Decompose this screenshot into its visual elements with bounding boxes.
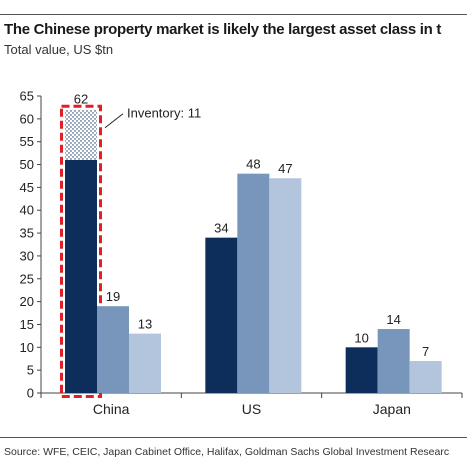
bar bbox=[97, 306, 129, 393]
data-label: 10 bbox=[354, 330, 368, 345]
data-label: 48 bbox=[246, 157, 260, 172]
highlight-box bbox=[60, 104, 102, 398]
data-label: 19 bbox=[106, 289, 120, 304]
data-label: 7 bbox=[422, 344, 429, 359]
y-tick-label: 20 bbox=[20, 294, 34, 309]
y-tick-label: 65 bbox=[20, 89, 34, 104]
y-tick-label: 30 bbox=[20, 248, 34, 263]
chart-title: The Chinese property market is likely th… bbox=[4, 21, 442, 38]
y-tick-label: 25 bbox=[20, 271, 34, 286]
data-label: 34 bbox=[214, 221, 228, 236]
data-label: 62 bbox=[74, 92, 88, 107]
annotation-inventory: Inventory: 11 bbox=[127, 106, 201, 121]
data-label: 13 bbox=[138, 317, 152, 332]
data-label: 14 bbox=[386, 312, 400, 327]
y-tick-label: 10 bbox=[20, 340, 34, 355]
y-tick-label: 40 bbox=[20, 203, 34, 218]
y-tick-label: 60 bbox=[20, 111, 34, 126]
y-tick-label: 50 bbox=[20, 157, 34, 172]
y-tick-label: 55 bbox=[20, 134, 34, 149]
y-tick-label: 35 bbox=[20, 226, 34, 241]
bar bbox=[269, 178, 302, 393]
bar bbox=[377, 329, 410, 393]
bar bbox=[129, 333, 161, 393]
x-category-label: Japan bbox=[373, 401, 411, 417]
bottom-rule bbox=[0, 437, 467, 438]
y-tick-label: 5 bbox=[27, 363, 34, 378]
chart-subtitle: Total value, US $tn bbox=[4, 42, 114, 57]
bar bbox=[409, 361, 442, 393]
bar bbox=[65, 159, 97, 393]
bar-inventory-segment bbox=[65, 109, 97, 160]
y-tick-label: 45 bbox=[20, 180, 34, 195]
bar bbox=[205, 237, 238, 393]
x-category-label: US bbox=[242, 401, 261, 417]
source-note: Source: WFE, CEIC, Japan Cabinet Office,… bbox=[4, 446, 450, 458]
bar bbox=[237, 173, 270, 393]
top-rule bbox=[0, 14, 467, 15]
data-label: 47 bbox=[278, 161, 292, 176]
bar bbox=[345, 347, 378, 393]
y-tick-label: 0 bbox=[27, 386, 34, 401]
y-tick-label: 15 bbox=[20, 317, 34, 332]
x-category-label: China bbox=[93, 401, 130, 417]
annotation-leader-line bbox=[104, 113, 124, 129]
